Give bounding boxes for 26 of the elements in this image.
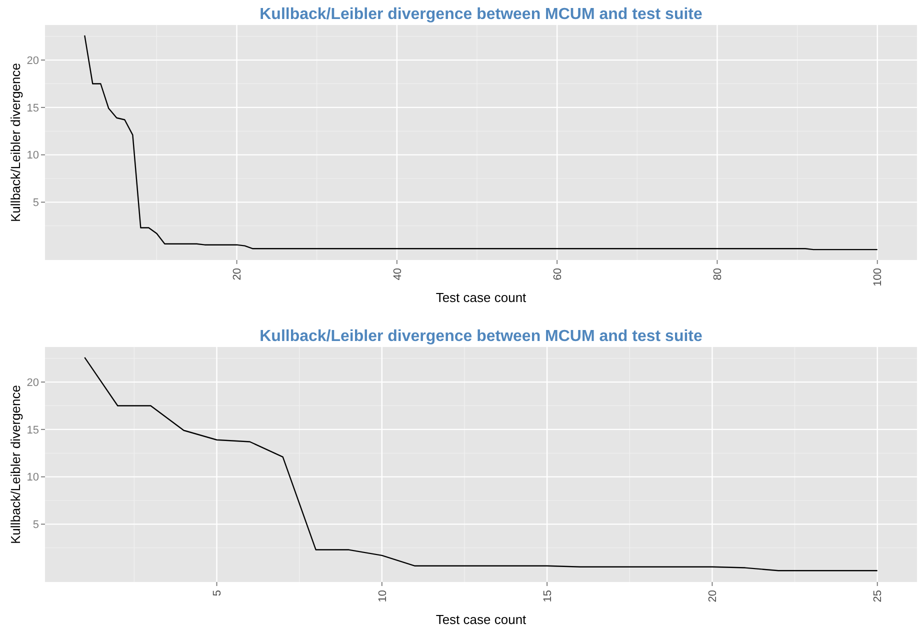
x-tick-label: 5 [212, 590, 224, 596]
y-axis-title: Kullback/Leibler divergence [8, 385, 23, 544]
x-tick-label: 15 [542, 590, 554, 602]
y-tick-label: 20 [26, 376, 39, 389]
y-tick-label: 5 [32, 519, 39, 532]
x-tick-label: 40 [392, 268, 404, 280]
y-tick-label: 20 [26, 54, 39, 67]
line-series [84, 356, 878, 572]
y-tick-label: 10 [26, 150, 39, 162]
x-tick-label: 20 [232, 268, 244, 280]
y-tick-label: 15 [26, 424, 39, 436]
y-tick-label: 5 [32, 197, 39, 210]
chart-title: Kullback/Leibler divergence between MCUM and test suite [260, 328, 702, 345]
x-tick-label: 10 [376, 590, 389, 602]
y-tick-label: 10 [26, 472, 39, 484]
x-tick-label: 80 [712, 268, 724, 280]
x-tick-label: 25 [872, 590, 884, 602]
x-tick-label: 20 [707, 590, 720, 602]
chart-title: Kullback/Leibler divergence between MCUM and test suite [260, 6, 702, 23]
x-tick-label: 60 [552, 268, 564, 280]
line-series [84, 34, 878, 250]
x-tick-label: 100 [872, 268, 884, 286]
y-tick-label: 15 [26, 102, 39, 114]
x-axis-title: Test case count [436, 612, 527, 627]
y-axis-title: Kullback/Leibler divergence [8, 63, 23, 222]
x-axis-title: Test case count [436, 290, 527, 305]
